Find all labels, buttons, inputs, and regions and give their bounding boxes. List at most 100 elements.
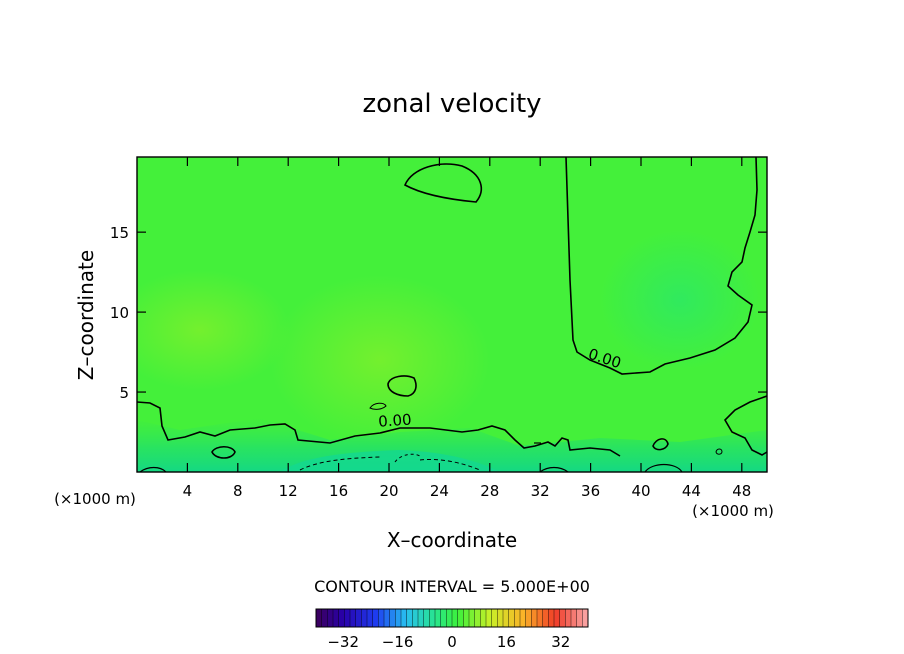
colorbar-tick-label: −32 [327,633,359,651]
colorbar-cell [463,608,470,628]
colorbar-cell [389,608,396,628]
x-tick-label: 44 [682,482,701,500]
colorbar-cell [570,608,578,628]
field-light-region-west [137,270,290,390]
x-tick-label: 48 [732,482,751,500]
contour-bottom-right [644,463,683,472]
colorbar-cell [361,608,368,628]
colorbar-cell [338,608,345,628]
contour-label: 0.00 [378,410,413,430]
colorbar-cell [502,608,510,628]
x-tick-label: 28 [480,482,499,500]
colorbar-tick-label: 16 [497,633,516,651]
colorbar-cell [485,608,493,628]
colorbar-cell [480,608,487,628]
colorbar-cell [440,608,447,628]
x-tick-label: 36 [581,482,600,500]
colorbar-cell [451,608,459,628]
colorbar-cell [400,608,408,628]
x-tick-label: 16 [329,482,348,500]
colorbar-cell [423,608,430,628]
colorbar-tick-label: 32 [551,633,570,651]
colorbar-cell [553,608,561,628]
colorbar-cell [508,608,515,628]
y-axis-ticks: 5 10 15 [110,224,767,402]
y-tick-label: 15 [110,224,129,242]
field-negative-core [280,450,500,472]
field-lower-layer [137,418,767,472]
x-tick-label: 12 [279,482,298,500]
colorbar-cell [372,608,379,628]
x-tick-label: 20 [379,482,398,500]
colorbar-tick-label: −16 [382,633,414,651]
colorbar-tick-label: 0 [447,633,457,651]
chart-title: zonal velocity [362,89,541,119]
x-unit-label: (×1000 m) [692,502,774,520]
plot-frame [136,156,768,473]
closed-contour-center [387,375,417,397]
y-tick-label: 10 [110,304,129,322]
negative-contour-a [299,456,381,471]
zero-contour-upper-right [565,157,758,375]
colorbar-cell [531,608,538,628]
y-tick-label: 5 [119,384,129,402]
colorbar-cell [332,608,340,628]
colorbar-cell [542,608,549,628]
contour-bottom-mid [539,466,569,472]
colorbar-cell [514,608,521,628]
colorbar-cell [548,608,555,628]
colorbar-cell [321,608,328,628]
colorbar-cell [344,608,351,628]
colorbar-cell [378,608,385,628]
colorbar-cell [349,608,357,628]
colorbar-cell [412,608,419,628]
colorbar-cell [406,608,413,628]
colorbar-cell [355,608,362,628]
contour-interval-text: CONTOUR INTERVAL = 5.000E+00 [314,577,590,596]
colorbar-cell [519,608,527,628]
colorbar-cell [429,608,436,628]
colorbar-cell [366,608,374,628]
velocity-field [137,157,767,472]
colorbar [315,608,589,628]
colorbar-cell [383,608,391,628]
colorbar-cell [446,608,453,628]
colorbar-cell [457,608,464,628]
colorbar-cell [525,608,532,628]
colorbar-cell [565,608,572,628]
contour-bottom-left [139,466,167,472]
closed-contour-tiny [715,448,723,455]
x-axis-label: X–coordinate [387,528,517,552]
x-axis-ticks: 4 8 12 16 20 24 28 32 36 40 44 48 [183,157,751,500]
colorbar-cell [434,608,442,628]
colorbar-frame [315,608,589,628]
y-axis-label: Z–coordinate [74,250,98,380]
colorbar-cell [559,608,566,628]
colorbar-cell [474,608,481,628]
colorbar-cell [491,608,498,628]
contour-lines [137,157,767,472]
negative-contour-c [394,453,421,463]
zero-contour-lower [137,401,621,457]
x-tick-label: 4 [183,482,193,500]
x-tick-label: 24 [430,482,449,500]
field-low-region-east [600,230,760,370]
colorbar-cell [417,608,425,628]
colorbar-cell [497,608,504,628]
colorbar-cell [582,608,589,628]
colorbar-cell [536,608,544,628]
colorbar-cell [315,608,323,628]
closed-contour-small [369,402,387,410]
negative-contour-b [419,459,481,471]
colorbar-cell [395,608,402,628]
x-tick-label: 32 [531,482,550,500]
closed-contour-top [403,163,483,203]
x-tick-label: 40 [631,482,650,500]
colorbar-cell [327,608,334,628]
colorbar-cell [468,608,476,628]
colorbar-ticks: −32 −16 0 16 32 [327,633,570,651]
x-tick-label: 8 [233,482,243,500]
field-maximum-region [270,275,490,445]
zero-contour-east-edge [723,395,767,456]
